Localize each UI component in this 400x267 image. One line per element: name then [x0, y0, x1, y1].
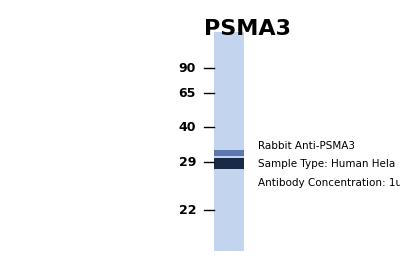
Text: 65: 65	[179, 87, 196, 100]
Text: 22: 22	[178, 204, 196, 217]
Text: Rabbit Anti-PSMA3: Rabbit Anti-PSMA3	[258, 140, 355, 151]
Bar	[214, 158, 244, 169]
Text: 29: 29	[179, 156, 196, 169]
Text: Sample Type: Human Hela: Sample Type: Human Hela	[258, 159, 395, 169]
Text: 40: 40	[178, 121, 196, 134]
Text: 90: 90	[179, 62, 196, 75]
Bar	[214, 150, 244, 156]
Text: PSMA3: PSMA3	[204, 19, 292, 39]
Bar	[214, 32, 244, 251]
Text: Antibody Concentration: 1ug/mL: Antibody Concentration: 1ug/mL	[258, 178, 400, 188]
